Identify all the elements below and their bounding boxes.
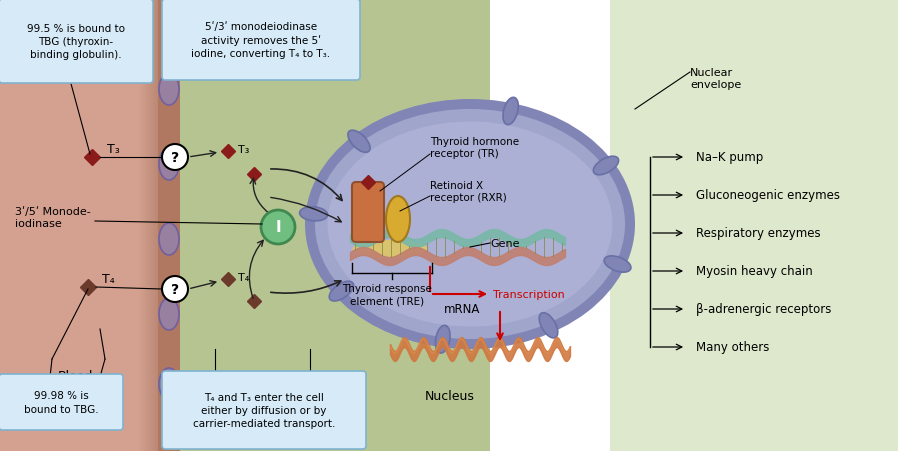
Ellipse shape (159, 299, 179, 330)
Text: T₄: T₄ (102, 273, 115, 286)
Text: Blood
plasma: Blood plasma (52, 369, 98, 398)
Text: Thyroid response
element (TRE): Thyroid response element (TRE) (342, 283, 432, 306)
Bar (610, 0, 898, 451)
Ellipse shape (159, 74, 179, 106)
Text: Cytosol: Cytosol (224, 407, 271, 420)
Bar (141, 0, 142, 451)
Bar (156, 0, 157, 451)
Ellipse shape (300, 207, 328, 221)
Text: 99.5 % is bound to
TBG (thyroxin-
binding globulin).: 99.5 % is bound to TBG (thyroxin- bindin… (27, 24, 125, 60)
Ellipse shape (330, 281, 354, 301)
Bar (138, 0, 139, 451)
Circle shape (162, 276, 188, 302)
FancyBboxPatch shape (162, 0, 360, 81)
Bar (140, 0, 141, 451)
Ellipse shape (328, 122, 612, 327)
Text: Respiratory enzymes: Respiratory enzymes (696, 227, 821, 240)
Text: Gene: Gene (490, 239, 520, 249)
Bar (157, 0, 158, 451)
Circle shape (162, 145, 188, 170)
Circle shape (261, 211, 295, 244)
Bar (155, 0, 156, 451)
Bar (152, 0, 153, 451)
Ellipse shape (305, 100, 635, 349)
Bar (180, 0, 490, 451)
Text: Nuclear
envelope: Nuclear envelope (690, 68, 741, 89)
Bar (151, 0, 152, 451)
Bar (153, 0, 154, 451)
Bar (158, 0, 180, 451)
Ellipse shape (386, 197, 410, 243)
Ellipse shape (503, 98, 518, 125)
Bar (143, 0, 144, 451)
Ellipse shape (436, 326, 450, 353)
FancyBboxPatch shape (162, 371, 366, 449)
FancyBboxPatch shape (0, 374, 123, 430)
Ellipse shape (159, 224, 179, 255)
Text: I: I (275, 220, 281, 235)
Text: ?: ? (171, 282, 179, 296)
FancyBboxPatch shape (0, 0, 153, 84)
Text: Myosin heavy chain: Myosin heavy chain (696, 265, 813, 278)
Text: 5ʹ/3ʹ monodeiodinase
activity removes the 5ʹ
iodine, converting T₄ to T₃.: 5ʹ/3ʹ monodeiodinase activity removes th… (191, 22, 330, 59)
Bar (144, 0, 145, 451)
Text: Nucleus: Nucleus (425, 389, 475, 402)
Text: T₃: T₃ (238, 145, 250, 155)
Text: T₄ and T₃ enter the cell
either by diffusion or by
carrier-mediated transport.: T₄ and T₃ enter the cell either by diffu… (193, 392, 335, 428)
Text: ?: ? (171, 151, 179, 165)
FancyBboxPatch shape (352, 183, 384, 243)
Bar (139, 0, 140, 451)
Text: mRNA: mRNA (444, 302, 480, 315)
Bar (148, 0, 149, 451)
Ellipse shape (604, 256, 631, 272)
Text: Gluconeogenic enzymes: Gluconeogenic enzymes (696, 189, 840, 202)
Ellipse shape (315, 110, 625, 339)
Bar (0, 0, 158, 451)
Bar (149, 0, 150, 451)
Bar (147, 0, 148, 451)
Bar (146, 0, 147, 451)
Text: β-adrenergic receptors: β-adrenergic receptors (696, 303, 832, 316)
Bar (150, 0, 151, 451)
Ellipse shape (348, 131, 370, 153)
Bar (154, 0, 155, 451)
Text: Na–K pump: Na–K pump (696, 151, 763, 164)
Text: Retinoid X
receptor (RXR): Retinoid X receptor (RXR) (430, 180, 506, 203)
Text: Transcription: Transcription (493, 290, 565, 299)
Text: T₃: T₃ (107, 143, 119, 156)
Text: 99.98 % is
bound to TBG.: 99.98 % is bound to TBG. (23, 391, 98, 414)
Ellipse shape (159, 368, 179, 400)
Text: Thyroid hormone
receptor (TR): Thyroid hormone receptor (TR) (430, 137, 519, 159)
Ellipse shape (159, 149, 179, 180)
Text: Many others: Many others (696, 341, 770, 354)
Bar (142, 0, 143, 451)
Ellipse shape (539, 313, 558, 338)
Ellipse shape (594, 157, 619, 175)
Text: 3ʹ/5ʹ Monode-
iodinase: 3ʹ/5ʹ Monode- iodinase (15, 207, 91, 229)
Text: T₄: T₄ (238, 272, 250, 282)
Bar (145, 0, 146, 451)
Ellipse shape (353, 240, 427, 258)
